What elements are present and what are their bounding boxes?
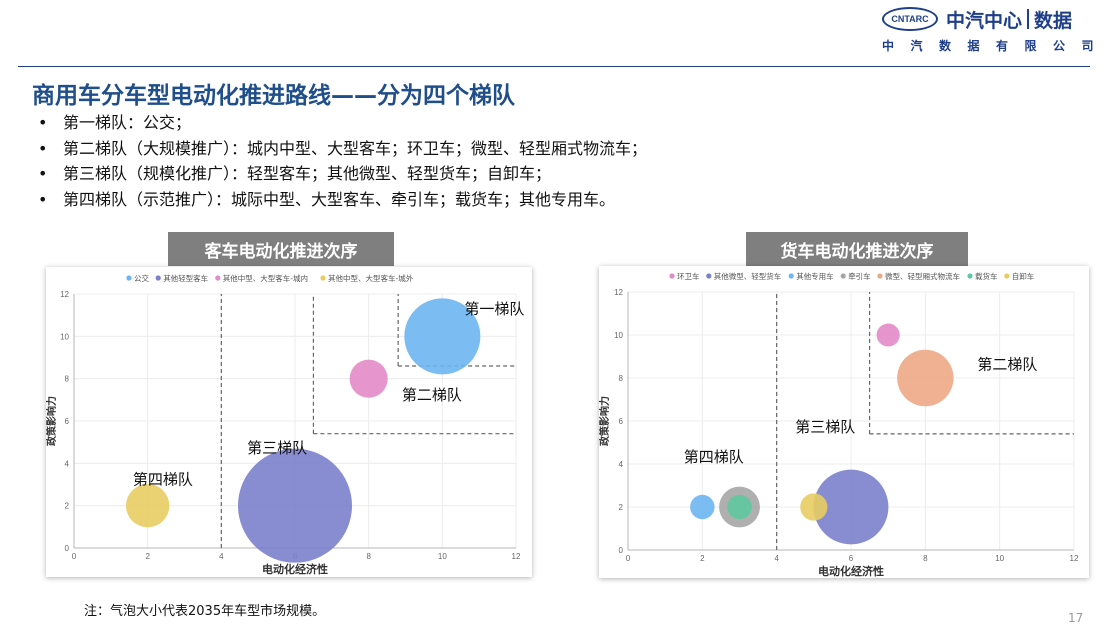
y-tick-label: 0 — [65, 544, 70, 553]
y-tick-label: 12 — [614, 288, 623, 297]
y-tick-label: 12 — [60, 290, 69, 299]
logo-subtitle: 中汽数据有限公司 — [882, 39, 1106, 53]
legend-marker — [126, 275, 132, 281]
bubble — [800, 493, 828, 521]
legend-marker — [155, 275, 161, 281]
header-divider — [18, 66, 1090, 67]
legend-label: 其他轻型客车 — [163, 273, 208, 283]
logo-separator — [1027, 9, 1030, 29]
legend-label: 载货车 — [975, 271, 998, 281]
legend-marker — [706, 273, 712, 279]
legend-marker — [788, 273, 794, 279]
bubble — [727, 494, 752, 520]
y-tick-label: 10 — [60, 332, 69, 341]
bus-bubble-chart: 024681012024681012电动化经济性政策影响力公交其他轻型客车其他中… — [46, 273, 524, 576]
x-tick-label: 2 — [700, 554, 705, 563]
bubble — [404, 298, 481, 375]
truck-bubble-chart: 0 2 4 6 8 10 12 0 2 4 6 8 10 12 电动化经济性 政策影响力 环卫车 其他微型、轻型货… — [599, 271, 1079, 578]
legend-label: 自卸车 — [1012, 271, 1035, 281]
legend-marker — [967, 273, 973, 279]
bullet-dot-icon: • — [38, 138, 48, 158]
logo-data: 数据 — [1034, 9, 1073, 32]
legend-label: 微型、轻型厢式物流车 — [885, 271, 960, 281]
x-tick-label: 12 — [512, 552, 521, 561]
y-tick-label: 4 — [65, 459, 70, 468]
bubble — [876, 323, 900, 347]
bullet-item: • 第二梯队（大规模推广）：城内中型、大型客车；环卫车；微型、轻型厢式物流车； — [38, 136, 647, 162]
x-tick-label: 12 — [1070, 554, 1079, 563]
legend-label: 牵引车 — [848, 271, 871, 281]
bullet-text: 第三梯队（规模化推广）：轻型客车；其他微型、轻型货车；自卸车； — [63, 164, 552, 183]
y-tick-label: 8 — [65, 375, 70, 384]
legend-label: 其他微型、轻型货车 — [714, 271, 782, 281]
logo-name: 中汽中心 — [946, 9, 1023, 32]
truck-chart-container: 0 2 4 6 8 10 12 0 2 4 6 8 10 12 电动化经济性 政策影响力 环卫车 其他微型、轻型货… — [599, 266, 1089, 578]
bullet-text: 第四梯队（示范推广）：城际中型、大型客车、牵引车；载货车；其他专用车。 — [63, 189, 616, 209]
bubble — [690, 494, 715, 520]
x-tick-label: 10 — [438, 552, 447, 561]
bullet-item: • 第一梯队：公交； — [38, 110, 647, 136]
tier-label: 第三梯队 — [247, 439, 307, 457]
y-tick-label: 10 — [614, 331, 623, 340]
tier-label: 第二梯队 — [402, 386, 462, 404]
page-number: 17 — [1068, 611, 1084, 625]
bullet-list: • 第一梯队：公交； • 第二梯队（大规模推广）：城内中型、大型客车；环卫车；微型、… — [38, 110, 647, 212]
legend-marker — [215, 275, 221, 281]
logo-emblem: CNTARC — [882, 7, 938, 31]
legend-label: 其他中型、大型客车-城内 — [223, 273, 308, 283]
y-tick-label: 2 — [65, 502, 70, 511]
x-tick-label: 8 — [366, 552, 371, 561]
x-tick-label: 4 — [774, 554, 779, 563]
bullet-dot-icon: • — [38, 164, 48, 183]
legend-label: 环卫车 — [677, 271, 700, 281]
tier-label: 第四梯队 — [684, 448, 744, 466]
company-logo: CNTARC 中汽中心 数据 中汽数据有限公司 — [882, 6, 1106, 56]
y-tick-label: 4 — [619, 460, 624, 469]
x-tick-label: 6 — [849, 554, 854, 563]
y-tick-label: 6 — [65, 417, 70, 426]
bubble — [126, 484, 170, 528]
y-axis-title: 政策影响力 — [599, 396, 611, 446]
y-tick-label: 6 — [619, 417, 624, 426]
bullet-text: 第一梯队：公交； — [63, 113, 192, 132]
page-title: 商用车分车型电动化推进路线——分为四个梯队 — [32, 83, 515, 109]
legend-label: 公交 — [134, 273, 149, 283]
x-tick-label: 0 — [626, 554, 631, 563]
x-tick-label: 4 — [219, 552, 224, 561]
truck-chart-title: 货车电动化推进次序 — [746, 232, 968, 266]
tier-label: 第三梯队 — [795, 418, 855, 436]
x-axis-title: 电动化经济性 — [262, 562, 328, 576]
y-tick-label: 2 — [619, 503, 624, 512]
footnote: 注：气泡大小代表2035年车型市场规模。 — [84, 604, 326, 619]
bus-chart-title: 客车电动化推进次序 — [168, 232, 394, 266]
x-tick-label: 10 — [995, 554, 1004, 563]
bullet-item: • 第三梯队（规模化推广）：轻型客车；其他微型、轻型货车；自卸车； — [38, 161, 647, 187]
x-tick-label: 8 — [923, 554, 928, 563]
legend-label: 其他中型、大型客车-城外 — [328, 273, 414, 283]
legend-label: 其他专用车 — [796, 271, 834, 281]
y-tick-label: 0 — [619, 546, 624, 555]
tier-label: 第一梯队 — [464, 300, 524, 318]
x-tick-label: 2 — [145, 552, 150, 561]
bullet-item: • 第四梯队（示范推广）：城际中型、大型客车、牵引车；载货车；其他专用车。 — [38, 187, 647, 213]
tier-label: 第二梯队 — [977, 355, 1037, 373]
bus-chart-container: 024681012024681012电动化经济性政策影响力公交其他轻型客车其他中… — [46, 267, 532, 577]
legend-marker — [877, 273, 883, 279]
bullet-dot-icon: • — [38, 113, 48, 132]
x-axis-title: 电动化经济性 — [818, 564, 884, 578]
legend-marker — [669, 273, 675, 279]
bullet-dot-icon: • — [38, 189, 48, 209]
bubble — [238, 448, 352, 563]
x-tick-label: 0 — [72, 552, 77, 561]
y-axis-title: 政策影响力 — [46, 396, 58, 446]
legend-marker — [320, 275, 326, 281]
y-tick-label: 8 — [619, 374, 624, 383]
bubble — [349, 359, 388, 398]
legend-marker — [1004, 273, 1010, 279]
bullet-text: 第二梯队（大规模推广）：城内中型、大型客车；环卫车；微型、轻型厢式物流车； — [63, 138, 648, 158]
bubble — [897, 349, 954, 407]
legend-marker — [840, 273, 846, 279]
bubble — [813, 469, 889, 545]
tier-label: 第四梯队 — [133, 471, 193, 489]
